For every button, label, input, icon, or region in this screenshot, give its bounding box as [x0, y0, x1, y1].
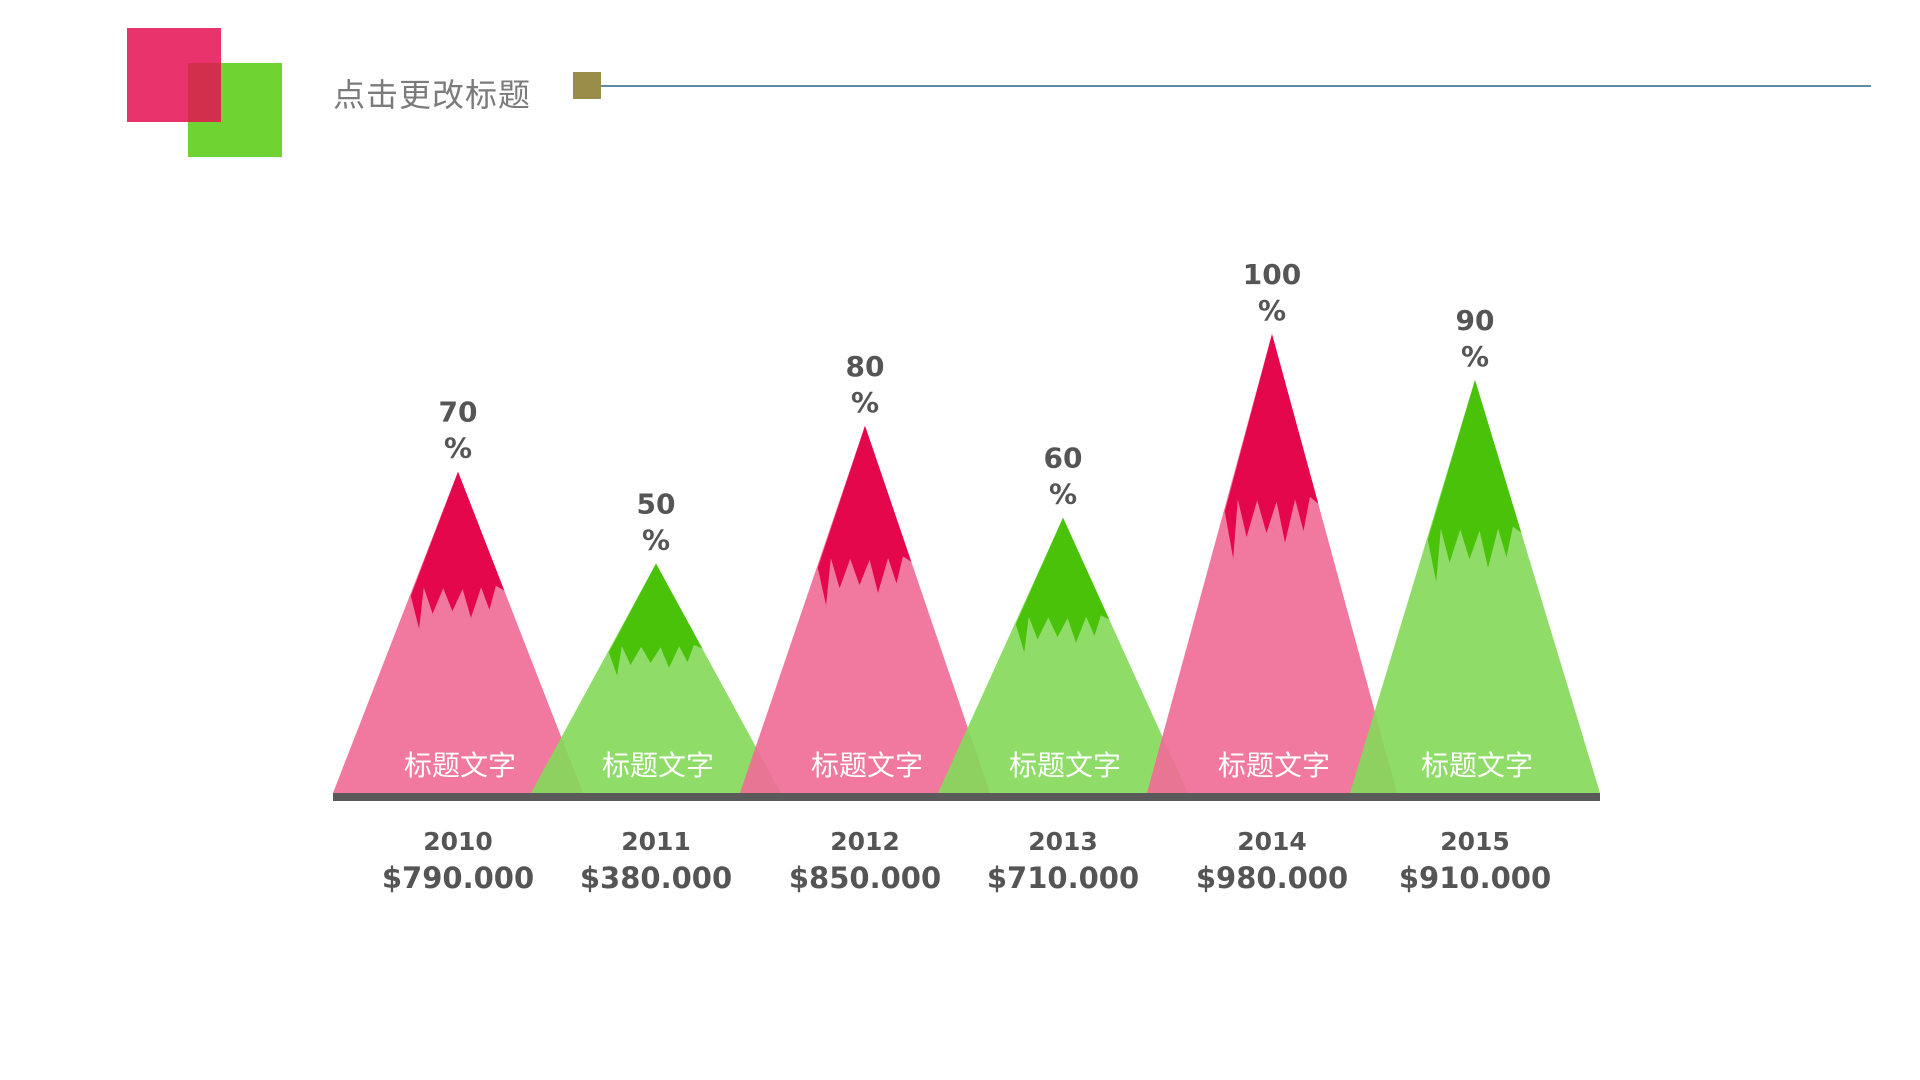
mountain-2012	[740, 425, 990, 793]
tick-label-2015: 2015	[1440, 827, 1510, 856]
mountain-2015-peak	[1427, 379, 1522, 582]
mountain-2014-body	[1147, 334, 1397, 793]
labels-layer: 标题文字 70 % 2010 $790.000 标题文字 50 % 2011 $380.000 标题…	[382, 258, 1551, 895]
mountain-2012-peak	[817, 425, 912, 606]
mountain-2011-peak	[608, 563, 703, 676]
value-label-2011: 50%	[637, 488, 676, 557]
bar-label-2014: 标题文字	[1218, 749, 1330, 782]
mountain-2013	[938, 517, 1188, 793]
mountain-2011	[531, 563, 781, 793]
mountain-2010-body	[333, 471, 583, 793]
value-label-2014: 100%	[1243, 258, 1301, 327]
mountain-2014	[1147, 334, 1397, 793]
mountain-2011-body	[531, 563, 781, 793]
amount-label-2015: $910.000	[1399, 861, 1551, 895]
bar-label-2015: 标题文字	[1421, 749, 1533, 782]
peaks-layer	[333, 334, 1600, 793]
tick-label-2014: 2014	[1237, 827, 1307, 856]
mountain-2015	[1350, 379, 1600, 793]
tick-label-2013: 2013	[1028, 827, 1098, 856]
value-label-2015: 90%	[1456, 304, 1495, 373]
amount-label-2014: $980.000	[1196, 861, 1348, 895]
mountain-2014-peak	[1224, 334, 1319, 559]
mountain-2010-peak	[410, 471, 505, 629]
mountain-2010	[333, 471, 583, 793]
amount-label-2013: $710.000	[987, 861, 1139, 895]
mountain-2012-body	[740, 425, 990, 793]
amount-label-2011: $380.000	[580, 861, 732, 895]
bar-label-2012: 标题文字	[811, 749, 923, 782]
mountain-2013-body	[938, 517, 1188, 793]
mountain-2013-peak	[1015, 517, 1110, 653]
value-label-2013: 60%	[1044, 442, 1083, 511]
bar-label-2010: 标题文字	[404, 749, 516, 782]
logo-square-overlap	[188, 63, 221, 122]
title-rule	[601, 85, 1871, 87]
tick-label-2010: 2010	[423, 827, 493, 856]
value-label-2012: 80%	[846, 350, 885, 419]
tick-label-2012: 2012	[830, 827, 900, 856]
mountain-2015-body	[1350, 379, 1600, 793]
chart-baseline	[333, 793, 1600, 801]
value-label-2010: 70%	[439, 396, 478, 465]
title-marker	[573, 72, 601, 99]
bar-label-2011: 标题文字	[602, 749, 714, 782]
slide-title[interactable]: 点击更改标题	[333, 76, 532, 114]
amount-label-2012: $850.000	[789, 861, 941, 895]
tick-label-2011: 2011	[621, 827, 691, 856]
amount-label-2010: $790.000	[382, 861, 534, 895]
bar-label-2013: 标题文字	[1009, 749, 1121, 782]
